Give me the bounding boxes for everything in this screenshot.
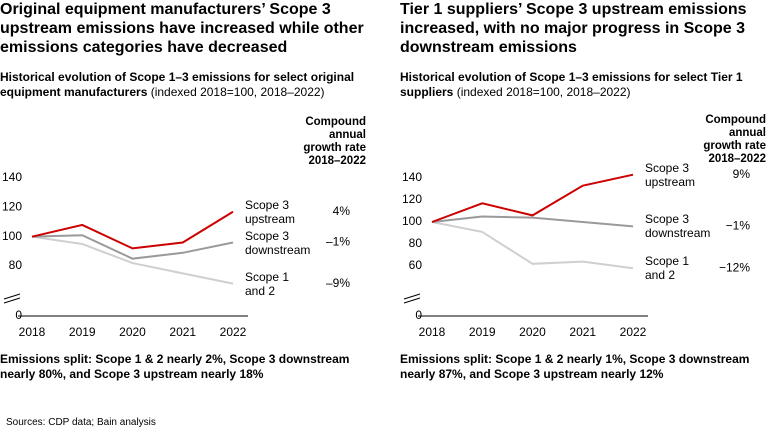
subtitle: Historical evolution of Scope 1–3 emissi… bbox=[400, 70, 768, 100]
series-line bbox=[431, 221, 634, 270]
x-tick-label: 2020 bbox=[519, 325, 546, 339]
x-tick-label: 2022 bbox=[620, 325, 647, 339]
y-tick-label: 120 bbox=[2, 200, 22, 214]
axis-break bbox=[403, 293, 421, 300]
series-line bbox=[31, 210, 234, 250]
series-line bbox=[431, 215, 634, 228]
series-label: Scope 3 upstream bbox=[245, 197, 296, 226]
subtitle-main: Historical evolution of Scope 1–3 emissi… bbox=[400, 70, 743, 99]
subtitle-note: (indexed 2018=100, 2018–2022) bbox=[456, 85, 631, 99]
y-tick-label: 140 bbox=[2, 170, 22, 184]
x-tick-label: 2021 bbox=[569, 325, 596, 339]
series-line bbox=[31, 235, 234, 285]
y-tick-label: 100 bbox=[2, 229, 22, 243]
y-tick-label: 80 bbox=[409, 236, 423, 250]
axis-break bbox=[403, 297, 421, 304]
y-tick-label: 120 bbox=[402, 192, 422, 206]
emissions-note: Emissions split: Scope 1 & 2 nearly 2%, … bbox=[0, 352, 350, 381]
subtitle-note: (indexed 2018=100, 2018–2022) bbox=[150, 85, 325, 99]
y-tick-label: 80 bbox=[9, 258, 23, 272]
chart-title: Tier 1 suppliers’ Scope 3 upstream emiss… bbox=[400, 1, 747, 56]
chart-title: Original equipment manufacturers’ Scope … bbox=[0, 1, 364, 56]
subtitle: Historical evolution of Scope 1–3 emissi… bbox=[0, 70, 370, 100]
axis-break bbox=[3, 297, 21, 304]
x-tick-label: 2019 bbox=[69, 325, 96, 339]
x-tick-label: 2020 bbox=[119, 325, 146, 339]
x-tick-label: 2022 bbox=[220, 325, 247, 339]
source: Sources: CDP data; Bain analysis bbox=[6, 417, 156, 428]
y-tick-label: 60 bbox=[409, 258, 423, 272]
x-tick-label: 2021 bbox=[169, 325, 196, 339]
series-label: Scope 3 downstream bbox=[645, 212, 711, 241]
series-line bbox=[431, 173, 634, 223]
cagr-value: –9% bbox=[326, 276, 350, 290]
series-label: Scope 1 and 2 bbox=[245, 269, 290, 298]
y-tick-label: 0 bbox=[15, 308, 22, 322]
y-tick-label: 0 bbox=[415, 308, 422, 322]
y-tick-label: 100 bbox=[402, 214, 422, 228]
y-tick-label: 140 bbox=[402, 170, 422, 184]
series-line bbox=[31, 234, 234, 260]
axis-break bbox=[3, 293, 21, 300]
cagr-header: Compound annual growth rate 2018–2022 bbox=[703, 114, 766, 165]
cagr-value: 9% bbox=[733, 167, 751, 181]
cagr-value: −12% bbox=[719, 260, 750, 274]
cagr-header: Compound annual growth rate 2018–2022 bbox=[303, 116, 366, 167]
x-tick-label: 2019 bbox=[469, 325, 496, 339]
x-tick-label: 2018 bbox=[19, 325, 46, 339]
series-label: Scope 1 and 2 bbox=[645, 254, 690, 283]
subtitle-main: Historical evolution of Scope 1–3 emissi… bbox=[0, 70, 355, 99]
series-label: Scope 3 upstream bbox=[645, 160, 696, 189]
cagr-value: –1% bbox=[326, 235, 350, 249]
x-tick-label: 2018 bbox=[419, 325, 446, 339]
cagr-value: 4% bbox=[333, 204, 351, 218]
cagr-value: −1% bbox=[726, 219, 751, 233]
series-label: Scope 3 downstream bbox=[245, 228, 311, 257]
emissions-note: Emissions split: Scope 1 & 2 nearly 1%, … bbox=[400, 352, 750, 381]
